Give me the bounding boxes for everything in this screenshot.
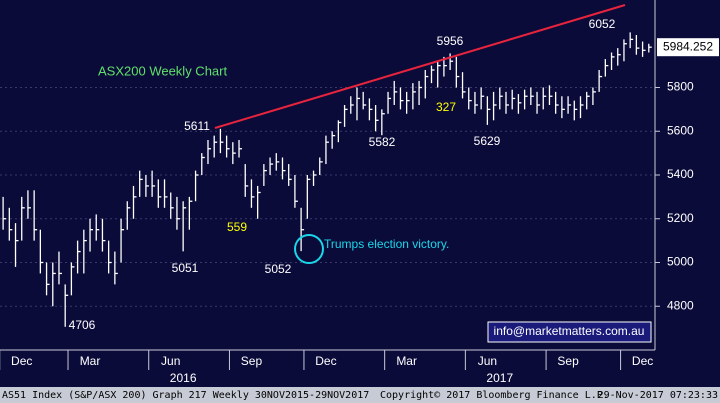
- contact: info@marketmatters.com.au: [494, 324, 645, 338]
- x-tick-label: Sep: [241, 354, 263, 368]
- year-label: 2016: [170, 371, 197, 385]
- x-tick-label: Sep: [557, 354, 579, 368]
- y-tick-label: 4800: [667, 298, 694, 312]
- y-tick-label: 5000: [667, 255, 694, 269]
- grid: [0, 87, 655, 307]
- contact-box: [487, 321, 652, 343]
- price-annotation: 5629: [474, 134, 501, 148]
- year-label: 2017: [486, 371, 513, 385]
- price-annotation: 559: [227, 220, 247, 234]
- price-annotation: 5051: [172, 261, 199, 275]
- x-tick-label: Dec: [11, 354, 32, 368]
- footer: AS51 Index (S&P/ASX 200) Graph 217 Weekl…: [0, 387, 720, 403]
- x-tick-label: Jun: [161, 354, 180, 368]
- x-tick-label: Dec: [632, 354, 653, 368]
- footer-center: Copyright© 2017 Bloomberg Finance L.P.: [380, 390, 609, 401]
- y-tick-label: 5600: [667, 123, 694, 137]
- axis: 4800 5000 5200 5400 5600 5800 Dec Mar Jun Sep Dec M…: [0, 38, 719, 385]
- footer-bar: [0, 387, 720, 403]
- price-annotation: 327: [436, 100, 456, 114]
- price-annotation: 6052: [589, 17, 616, 31]
- y-tick-label: 5200: [667, 211, 694, 225]
- event-circle: [294, 234, 324, 264]
- price-annotation: 5582: [369, 135, 396, 149]
- x-tick-label: Jun: [478, 354, 497, 368]
- price-annotation: 5956: [437, 34, 464, 48]
- x-tick-label: Dec: [315, 354, 336, 368]
- annotations: 5611 4706 5051 559 5052 5582 5956 327 5629 6052: [69, 17, 616, 332]
- price-annotation: 4706: [69, 318, 96, 332]
- footer-left: AS51 Index (S&P/ASX 200) Graph 217 Weekl…: [2, 390, 369, 401]
- chart-title: ASX200 Weekly Chart: [98, 63, 227, 78]
- last-price-box: [657, 38, 719, 57]
- last-price-label: 5984.252: [663, 39, 713, 53]
- x-tick-label: Mar: [80, 354, 101, 368]
- bars: [2, 32, 652, 327]
- event-label: Trumps election victory.: [324, 237, 449, 251]
- y-tick-label: 5400: [667, 167, 694, 181]
- footer-right: 29-Nov-2017 07:23:33: [598, 390, 718, 401]
- price-annotation: 5611: [184, 119, 210, 133]
- x-tick-label: Mar: [396, 354, 417, 368]
- y-tick-label: 5800: [667, 80, 694, 94]
- price-annotation: 5052: [265, 262, 292, 276]
- trend-line: [214, 4, 626, 129]
